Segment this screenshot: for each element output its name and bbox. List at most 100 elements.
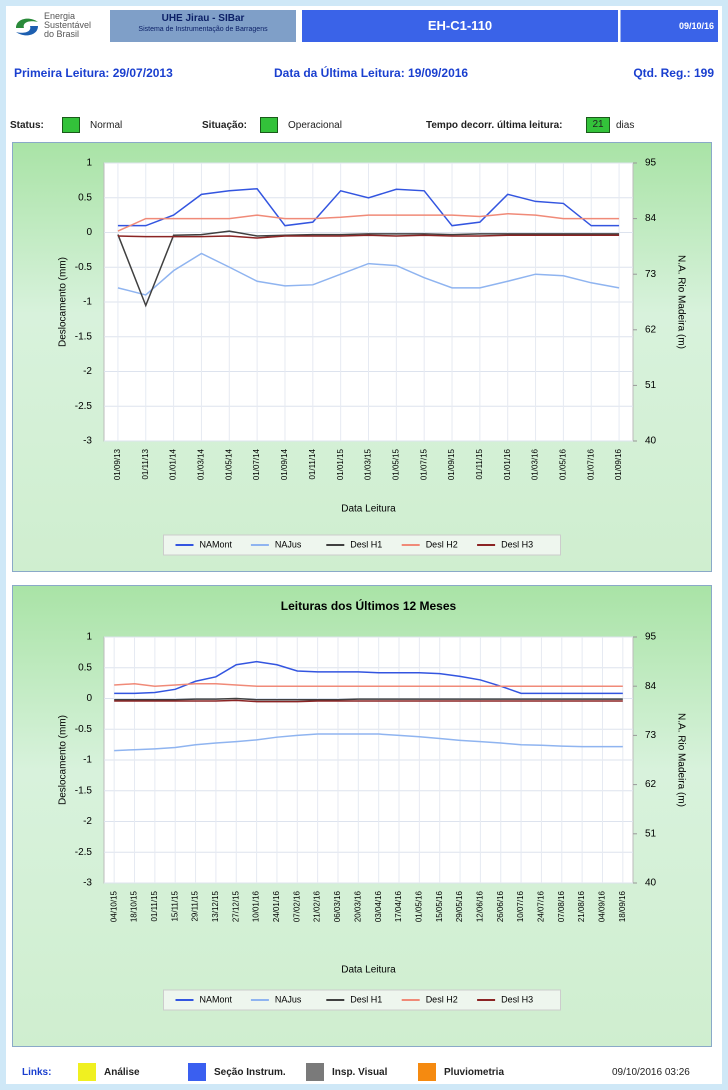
x-tick-label: 07/08/16 — [557, 890, 566, 922]
x-tick-label: 01/09/13 — [113, 448, 122, 480]
x-tick-label: 21/02/16 — [313, 890, 322, 922]
system-title: UHE Jirau - SIBar — [161, 13, 245, 24]
x-tick-label: 10/07/16 — [516, 890, 525, 922]
x-tick-label: 29/05/16 — [455, 890, 464, 922]
x-tick-label: 01/09/15 — [447, 448, 456, 480]
link-label[interactable]: Insp. Visual — [332, 1067, 388, 1078]
y-tick-label: 0 — [86, 693, 92, 704]
series-line — [114, 660, 623, 695]
logo-text: Energia Sustentável do Brasil — [44, 12, 91, 39]
x-tick-label: 26/06/16 — [496, 890, 505, 922]
legend-label: Desl H2 — [426, 539, 458, 549]
y-tick-label: -1.5 — [75, 785, 93, 796]
x-tick-label: 01/03/15 — [364, 448, 373, 480]
x-tick-label: 06/03/16 — [333, 890, 342, 922]
legend-label: NAMont — [200, 539, 233, 549]
y-tick-label: -3 — [83, 878, 92, 889]
link-label[interactable]: Seção Instrum. — [214, 1067, 286, 1078]
y-tick-label: 0.5 — [78, 192, 92, 203]
x-tick-label: 10/01/16 — [252, 890, 261, 922]
status-label: Status: — [10, 120, 44, 131]
y-tick-label: -1 — [83, 755, 92, 766]
y2-tick-label: 84 — [645, 681, 657, 692]
y-tick-label: 1 — [86, 632, 92, 643]
x-tick-label: 29/11/15 — [191, 890, 200, 921]
series-line — [114, 733, 623, 752]
y-tick-label: 1 — [86, 158, 92, 169]
link-label[interactable]: Pluviometria — [444, 1067, 505, 1078]
link-icon[interactable] — [188, 1063, 206, 1081]
x-tick-label: 01/03/14 — [197, 448, 206, 480]
last-reading: Data da Última Leitura: 19/09/2016 — [274, 66, 469, 80]
legend-label: Desl H1 — [350, 994, 382, 1004]
chart-title: Leituras dos Últimos 12 Meses — [281, 598, 457, 613]
chart-panel: -3 -2.5 -2 -1.5 -1 -0.5 0 0.5 1 40 51 62 73 84 95 01/09… — [12, 142, 712, 572]
x-tick-label: 01/07/15 — [419, 448, 428, 480]
link-icon[interactable] — [78, 1063, 96, 1081]
legend-label: NAJus — [275, 994, 302, 1004]
x-tick-label: 01/03/16 — [531, 448, 540, 480]
series-line — [117, 188, 620, 227]
series-line — [117, 212, 620, 232]
series-line — [114, 699, 623, 703]
x-tick-label: 01/11/15 — [150, 890, 159, 921]
x-tick-label: 17/04/16 — [394, 890, 403, 922]
y2-tick-label: 95 — [645, 632, 657, 643]
legend-label: Desl H1 — [350, 539, 382, 549]
y-tick-label: -2 — [83, 816, 92, 827]
legend-label: NAJus — [275, 539, 302, 549]
first-reading: Primeira Leitura: 29/07/2013 — [14, 66, 173, 80]
x-tick-label: 15/11/15 — [170, 890, 179, 921]
x-tick-label: 01/11/13 — [141, 448, 150, 479]
link-icon[interactable] — [418, 1063, 436, 1081]
elapsed-value: 21 — [586, 117, 610, 133]
y2-tick-label: 95 — [645, 158, 657, 169]
y-tick-label: -3 — [83, 436, 92, 447]
x-tick-label: 01/05/16 — [559, 448, 568, 480]
header-date: 09/10/16 — [620, 10, 718, 42]
system-box: UHE Jirau - SIBar Sistema de Instrumenta… — [110, 10, 296, 42]
series-line — [114, 682, 623, 687]
legend-label: Desl H2 — [426, 994, 458, 1004]
link-label[interactable]: Análise — [104, 1067, 140, 1078]
status-indicator — [62, 117, 80, 133]
legend-box — [163, 534, 561, 556]
logo-icon — [16, 18, 38, 36]
y-axis-title: Deslocamento (mm) — [58, 257, 69, 347]
x-tick-label: 18/10/15 — [130, 890, 139, 922]
logo-line: do Brasil — [44, 29, 80, 39]
system-subtitle: Sistema de Instrumentação de Barragens — [138, 26, 268, 33]
record-count: Qtd. Reg.: 199 — [633, 66, 714, 80]
y-tick-label: 0 — [86, 227, 92, 238]
y-tick-label: 0.5 — [78, 662, 92, 673]
y-axis-title: Deslocamento (mm) — [58, 715, 69, 805]
x-tick-label: 01/05/15 — [391, 448, 400, 480]
y2-axis-title: N.A. Rio Madeira (m) — [675, 713, 686, 807]
x-axis-title: Data Leitura — [341, 965, 396, 976]
logo-line: Sustentável — [44, 20, 92, 30]
chart: -3 -2.5 -2 -1.5 -1 -0.5 0 0.5 1 40 51 62 73 84 95 01/09… — [58, 158, 686, 556]
x-tick-label: 12/06/16 — [476, 890, 485, 922]
y2-tick-label: 62 — [645, 779, 657, 790]
y2-axis-title: N.A. Rio Madeira (m) — [675, 255, 686, 349]
x-tick-label: 04/10/15 — [109, 890, 118, 922]
legend-label: NAMont — [200, 994, 233, 1004]
y-tick-label: -1.5 — [75, 331, 93, 342]
x-tick-label: 01/05/16 — [414, 890, 423, 922]
x-tick-label: 01/05/14 — [224, 448, 233, 480]
elapsed-unit: dias — [616, 120, 635, 131]
link-icon[interactable] — [306, 1063, 324, 1081]
x-tick-label: 07/02/16 — [292, 890, 301, 922]
y2-tick-label: 73 — [645, 269, 657, 280]
x-tick-label: 15/05/16 — [435, 890, 444, 922]
x-tick-label: 04/09/16 — [598, 890, 607, 922]
y2-tick-label: 73 — [645, 730, 657, 741]
y2-tick-label: 40 — [645, 878, 657, 889]
x-tick-label: 18/09/16 — [618, 890, 627, 922]
x-tick-label: 27/12/15 — [231, 890, 240, 922]
links-label: Links: — [22, 1067, 52, 1078]
x-tick-label: 01/01/15 — [336, 448, 345, 480]
y2-tick-label: 84 — [645, 213, 657, 224]
x-tick-label: 13/12/15 — [211, 890, 220, 922]
